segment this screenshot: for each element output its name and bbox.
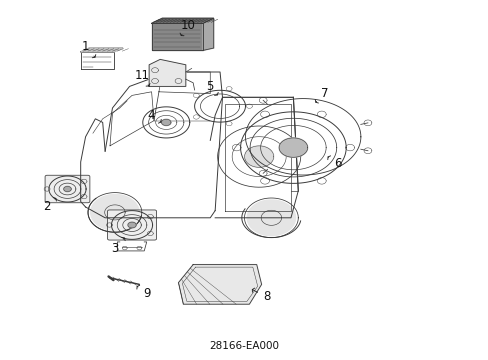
Text: 11: 11 <box>134 69 150 86</box>
Polygon shape <box>244 146 273 167</box>
Polygon shape <box>128 222 136 228</box>
Polygon shape <box>203 18 213 50</box>
Polygon shape <box>63 186 71 192</box>
Text: 1: 1 <box>81 40 96 58</box>
Polygon shape <box>149 59 185 86</box>
Text: 8: 8 <box>252 288 270 303</box>
Polygon shape <box>161 119 171 126</box>
Polygon shape <box>91 195 139 230</box>
Text: 28166-EA000: 28166-EA000 <box>209 341 279 351</box>
Polygon shape <box>81 48 122 52</box>
Polygon shape <box>279 138 307 157</box>
Polygon shape <box>151 23 203 50</box>
Text: 7: 7 <box>315 87 328 103</box>
Text: 2: 2 <box>42 198 56 213</box>
Polygon shape <box>151 18 213 23</box>
Text: 3: 3 <box>111 238 125 255</box>
Text: 4: 4 <box>147 109 161 123</box>
FancyBboxPatch shape <box>107 210 156 240</box>
Text: 5: 5 <box>206 80 218 95</box>
Text: 9: 9 <box>137 285 150 300</box>
Text: 10: 10 <box>180 19 195 36</box>
Polygon shape <box>247 200 295 235</box>
FancyBboxPatch shape <box>45 175 90 203</box>
Text: 6: 6 <box>327 156 341 170</box>
Polygon shape <box>178 265 261 304</box>
